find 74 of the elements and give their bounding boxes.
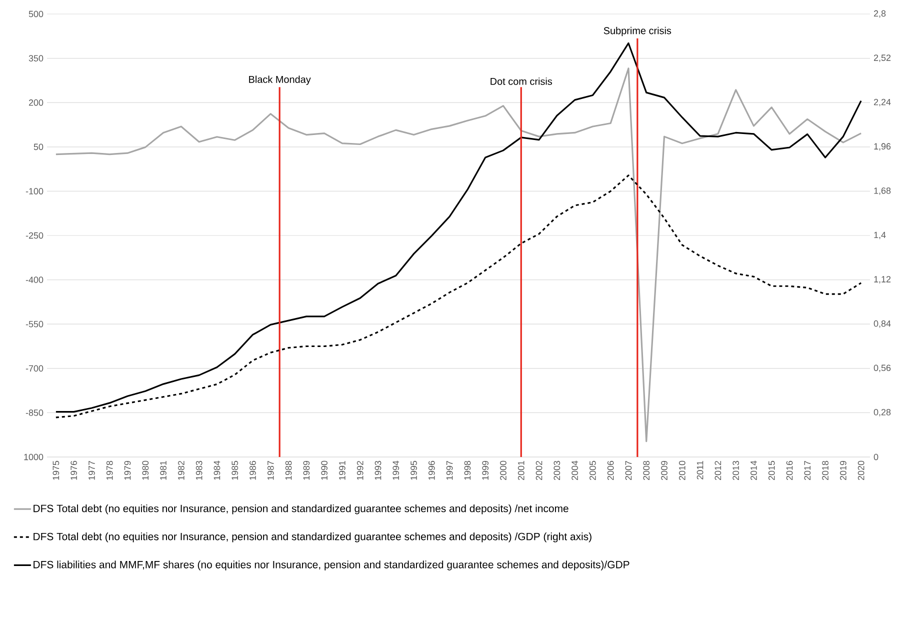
x-tick-label: 2000 [500, 460, 506, 480]
ref-line-label: Dot com crisis [490, 78, 552, 85]
x-tick-label: 2017 [804, 460, 811, 480]
x-tick-label: 1989 [303, 460, 310, 480]
x-tick-label: 2015 [768, 460, 775, 480]
x-tick-label: 2007 [625, 460, 632, 480]
x-tick-label: 1983 [196, 460, 202, 480]
ref-line-label: Subprime crisis [604, 26, 672, 36]
y-tick-label: -100 [26, 188, 44, 194]
y-tick-label: 1000 [24, 454, 44, 460]
x-tick-label: 1997 [446, 460, 453, 480]
x-tick-label: 1984 [214, 460, 220, 480]
x-tick-label: 1993 [374, 460, 382, 480]
x-tick-label: 1977 [88, 460, 95, 480]
x-tick-label: 2001 [518, 460, 524, 480]
x-tick-label: 2019 [840, 460, 846, 480]
x-tick-label: 2013 [732, 460, 740, 480]
x-tick-label: 2010 [678, 460, 686, 480]
y-tick-label: 500 [28, 10, 44, 18]
x-tick-label: 1996 [428, 460, 435, 480]
y-tick-label: 350 [28, 55, 44, 62]
y2-tick-label: 2,8 [874, 10, 886, 18]
x-tick-label: 2002 [536, 460, 542, 480]
x-tick-label: 2018 [822, 460, 828, 480]
x-tick-label: 1986 [250, 460, 256, 480]
x-tick-label: 1978 [106, 460, 113, 480]
y-tick-label: 200 [28, 99, 44, 106]
x-tick-label: 2003 [554, 460, 560, 480]
x-tick-label: 2004 [572, 460, 578, 480]
x-tick-label: 1999 [482, 460, 489, 480]
x-tick-label: 1980 [142, 460, 149, 480]
x-tick-label: 1987 [267, 460, 274, 480]
y-tick-label: -700 [26, 365, 44, 372]
y2-tick-label: 1,12 [874, 276, 891, 284]
x-tick-label: 1982 [178, 460, 184, 480]
x-tick-label: 1992 [356, 460, 364, 480]
ref-line-label: Black Monday [249, 76, 311, 85]
y2-tick-label: 0,84 [874, 320, 891, 328]
x-tick-label: 1988 [285, 460, 292, 480]
x-tick-label: 1985 [232, 460, 238, 480]
x-tick-label: 1990 [321, 460, 328, 480]
x-tick-label: 1994 [392, 460, 400, 480]
y2-tick-label: 1,68 [874, 187, 891, 195]
x-tick-label: 1995 [410, 460, 417, 480]
y-tick-label: -400 [26, 276, 44, 283]
x-tick-label: 2005 [590, 460, 596, 480]
y-tick-label: -850 [26, 410, 44, 416]
x-tick-label: 2016 [786, 460, 793, 480]
y-tick-label: 50 [34, 144, 44, 150]
x-tick-label: 1981 [160, 460, 166, 480]
y2-tick-label: 0,28 [874, 408, 891, 416]
x-tick-label: 1975 [52, 460, 60, 480]
legend-label: DFS Total debt (no equities nor Insurance, pension and standardized guarantee schemes and deposits) /net income [34, 504, 568, 514]
x-tick-label: 1979 [124, 460, 131, 480]
x-tick-label: 2006 [607, 460, 614, 480]
x-tick-label: 2009 [661, 460, 668, 480]
y2-tick-label: 0,56 [874, 364, 891, 372]
x-tick-label: 2008 [643, 460, 650, 480]
x-tick-label: 1998 [464, 460, 471, 480]
x-tick-label: 2020 [858, 460, 864, 480]
y2-tick-label: 2,24 [874, 98, 891, 106]
x-tick-label: 1991 [339, 460, 346, 480]
y2-tick-label: 0 [874, 454, 878, 460]
y-tick-label: -250 [26, 232, 44, 239]
legend-label: DFS Total debt (no equities nor Insurance, pension and standardized guarantee schemes and deposits) /GDP (right axis) [34, 532, 592, 542]
legend-label: DFS liabilities and MMF,MF shares (no equities nor Insurance, pension and standardized guarantee schemes and deposits)/GDP [34, 560, 630, 570]
y2-tick-label: 1,96 [874, 143, 891, 151]
x-tick-label: 1976 [70, 460, 78, 480]
y2-tick-label: 1,4 [874, 232, 886, 240]
x-tick-label: 2012 [714, 460, 722, 480]
x-tick-label: 2011 [696, 460, 704, 480]
y2-tick-label: 2,52 [874, 54, 891, 62]
y-tick-label: -550 [26, 320, 44, 328]
x-tick-label: 2014 [750, 460, 757, 480]
